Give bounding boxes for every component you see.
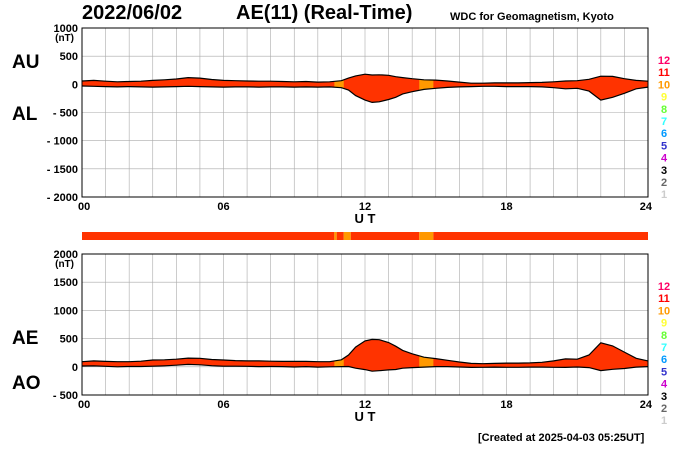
coverage-segment-partial (419, 232, 434, 240)
legend-entry: 5 (661, 140, 667, 152)
ae-label: AE (12, 328, 39, 349)
y-tick-label: - 500 (53, 390, 78, 402)
legend-entry: 4 (661, 379, 668, 391)
x-tick-label: 24 (640, 399, 653, 411)
y-tick-label: 0 (72, 79, 78, 91)
legend-entry: 6 (661, 128, 667, 140)
legend-entry: 4 (661, 153, 668, 165)
y-unit-label: (nT) (55, 259, 74, 270)
x-tick-label: 00 (78, 399, 90, 411)
y-unit-label: (nT) (55, 33, 74, 44)
legend-entry: 2 (661, 403, 667, 415)
chart-date: 2022/06/02 (82, 2, 183, 24)
x-tick-label: 12 (359, 399, 371, 411)
ao-label: AO (12, 373, 41, 394)
legend-entry: 1 (661, 415, 667, 427)
legend-entry: 11 (658, 67, 670, 79)
y-tick-label: 500 (60, 51, 78, 63)
legend-entry: 8 (661, 104, 667, 116)
y-tick-label: - 1000 (47, 136, 78, 148)
series-line-al (81, 85, 649, 104)
area-fill-au-al (82, 74, 648, 103)
partial-data-region (334, 339, 344, 372)
x-tick-label: 18 (500, 201, 512, 213)
x-tick-label: 06 (217, 201, 229, 213)
series-line-ao (81, 363, 649, 372)
y-tick-label: - 1500 (47, 164, 78, 176)
legend-entry: 12 (658, 281, 670, 293)
x-tick-label: 18 (500, 399, 512, 411)
x-tick-label: 06 (217, 399, 229, 411)
series-line-ae (81, 338, 649, 365)
x-axis-label: U T (355, 409, 376, 424)
legend-entry: 9 (661, 92, 667, 104)
legend-entry: 3 (661, 165, 667, 177)
coverage-segment-full (82, 232, 335, 240)
y-tick-label: 2000 (54, 249, 78, 261)
y-tick-label: - 500 (53, 108, 78, 120)
y-tick-label: 500 (60, 334, 78, 346)
partial-data-region (419, 339, 434, 372)
x-tick-label: 24 (640, 201, 653, 213)
series-line-au (81, 73, 649, 84)
legend-entry: 12 (658, 55, 670, 67)
data-coverage-bar (82, 232, 648, 240)
plot-frame (81, 27, 649, 198)
coverage-segment-full (336, 232, 344, 240)
created-timestamp: [Created at 2025-04-03 05:25UT] (478, 432, 645, 444)
legend-entry: 2 (661, 177, 667, 189)
legend-entry: 5 (661, 366, 667, 378)
y-tick-label: 1000 (54, 305, 78, 317)
chart-title: AE(11) (Real-Time) (236, 2, 413, 24)
panel-au-al (81, 27, 649, 198)
data-source: WDC for Geomagnetism, Kyoto (450, 11, 614, 23)
legend-entry: 7 (661, 342, 667, 354)
panel-ae-ao (81, 253, 649, 396)
coverage-segment-partial (343, 232, 351, 240)
legend-entry: 8 (661, 330, 667, 342)
legend-entry: 11 (658, 293, 670, 305)
y-tick-label: 1500 (54, 277, 78, 289)
coverage-segment-partial (334, 232, 337, 240)
y-tick-label: 0 (72, 362, 78, 374)
y-tick-label: - 2000 (47, 192, 78, 204)
area-fill-ae-ao (82, 339, 648, 372)
legend-entry: 10 (658, 305, 670, 317)
al-label: AL (12, 104, 38, 125)
au-label: AU (12, 52, 40, 73)
plot-frame (81, 253, 649, 396)
x-tick-label: 12 (359, 201, 371, 213)
legend-entry: 3 (661, 391, 667, 403)
coverage-segment-full (433, 232, 648, 240)
x-axis-label: U T (355, 211, 376, 226)
x-tick-label: 00 (78, 201, 90, 213)
legend-entry: 10 (658, 79, 670, 91)
y-tick-label: 1000 (54, 23, 78, 35)
legend-entry: 1 (661, 189, 667, 201)
legend-entry: 9 (661, 318, 667, 330)
legend-entry: 7 (661, 116, 667, 128)
coverage-segment-full (350, 232, 420, 240)
legend-entry: 6 (661, 354, 667, 366)
